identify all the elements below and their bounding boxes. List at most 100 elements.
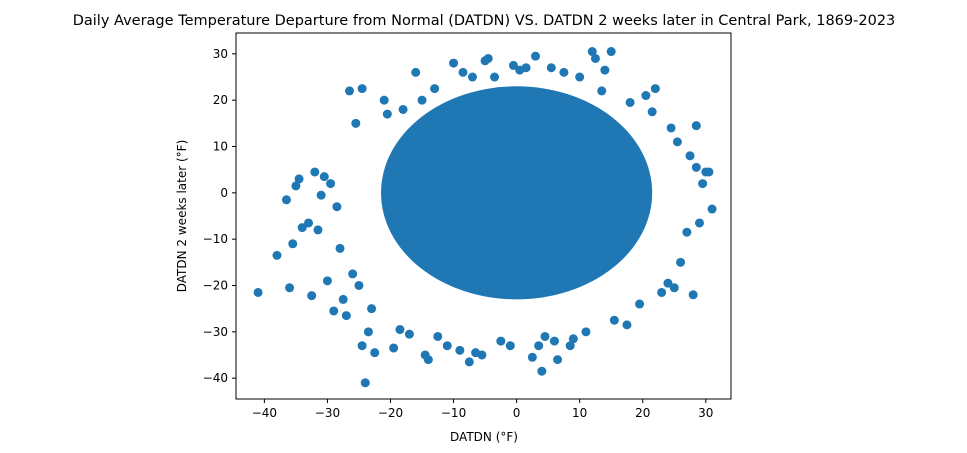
data-point — [297, 223, 307, 233]
data-point — [496, 336, 506, 346]
data-point — [348, 269, 358, 279]
data-point — [676, 257, 686, 267]
data-point — [345, 86, 355, 96]
data-point — [338, 294, 348, 304]
data-point — [357, 341, 367, 351]
x-tick-label: −20 — [378, 406, 403, 420]
data-point — [285, 283, 295, 293]
data-point — [534, 341, 544, 351]
data-point — [288, 239, 298, 249]
chart-title: Daily Average Temperature Departure from… — [73, 13, 896, 29]
data-point — [281, 195, 291, 205]
data-point — [682, 227, 692, 237]
data-point — [565, 341, 575, 351]
data-point — [641, 91, 651, 101]
data-point — [382, 109, 392, 119]
data-point — [505, 341, 515, 351]
data-point — [304, 218, 314, 228]
data-point — [587, 47, 597, 57]
data-point — [313, 225, 323, 235]
data-point — [707, 204, 717, 214]
data-point — [389, 343, 399, 353]
data-point — [650, 84, 660, 94]
data-point — [553, 355, 563, 365]
data-point — [669, 283, 679, 293]
data-point — [540, 331, 550, 341]
y-tick-label: −40 — [203, 371, 228, 385]
data-point — [521, 63, 531, 73]
x-tick-label: 20 — [635, 406, 650, 420]
x-tick-label: −30 — [315, 406, 340, 420]
data-point — [559, 67, 569, 77]
data-point — [294, 174, 304, 184]
data-point — [335, 243, 345, 253]
data-point — [549, 336, 559, 346]
data-point — [575, 72, 585, 82]
data-point — [647, 107, 657, 117]
data-point — [455, 345, 465, 355]
data-point — [483, 53, 493, 63]
data-point — [332, 202, 342, 212]
y-tick-label: −20 — [203, 278, 228, 292]
data-point — [635, 299, 645, 309]
y-tick-label: 10 — [213, 140, 228, 154]
data-point — [395, 325, 405, 335]
x-axis-label: DATDN (°F) — [450, 430, 518, 444]
data-point — [568, 334, 578, 344]
data-point — [367, 304, 377, 314]
x-tick-label: 30 — [698, 406, 713, 420]
y-tick-label: −30 — [203, 325, 228, 339]
data-point — [609, 315, 619, 325]
data-point — [508, 60, 518, 70]
plot-frame — [235, 32, 732, 400]
data-point — [600, 65, 610, 75]
data-point — [531, 51, 541, 61]
data-point — [691, 162, 701, 172]
data-point — [326, 179, 336, 189]
data-point — [423, 355, 433, 365]
data-point — [581, 327, 591, 337]
data-point — [398, 104, 408, 114]
data-point — [688, 290, 698, 300]
x-axis: −40 −30 −20 −10 0 10 20 30 — [252, 399, 713, 420]
data-point — [291, 181, 301, 191]
data-point — [354, 280, 364, 290]
data-point — [698, 179, 708, 189]
y-tick-label: 30 — [213, 47, 228, 61]
data-point — [357, 84, 367, 94]
data-point — [458, 67, 468, 77]
data-point — [663, 278, 673, 288]
x-tick-label: −10 — [441, 406, 466, 420]
x-tick-label: −40 — [252, 406, 277, 420]
data-point — [625, 97, 635, 107]
data-point — [253, 287, 263, 297]
data-point — [310, 167, 320, 177]
data-point — [691, 121, 701, 131]
data-point — [329, 306, 339, 316]
data-point — [316, 190, 326, 200]
data-point — [490, 72, 500, 82]
data-point — [606, 47, 616, 57]
dense-point-cloud — [381, 86, 653, 300]
data-point — [597, 86, 607, 96]
data-point — [379, 95, 389, 105]
data-points — [253, 47, 717, 388]
data-point — [467, 72, 477, 82]
data-point — [464, 357, 474, 367]
data-point — [272, 250, 282, 260]
data-point — [590, 53, 600, 63]
data-point — [657, 287, 667, 297]
data-point — [546, 63, 556, 73]
x-tick-label: 10 — [572, 406, 587, 420]
data-point — [411, 67, 421, 77]
data-point — [360, 378, 370, 388]
data-point — [477, 350, 487, 360]
data-point — [363, 327, 373, 337]
y-tick-label: 20 — [213, 93, 228, 107]
data-point — [417, 95, 427, 105]
data-point — [351, 118, 361, 128]
data-point — [442, 341, 452, 351]
y-axis: −40 −30 −20 −10 0 10 20 30 — [203, 47, 236, 385]
data-point — [370, 348, 380, 358]
